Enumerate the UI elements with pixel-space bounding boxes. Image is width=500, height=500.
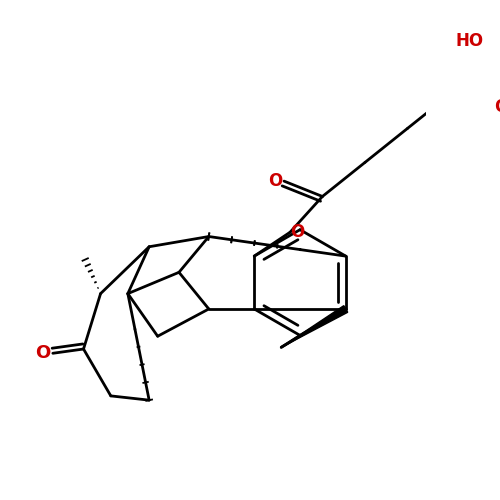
Polygon shape <box>281 306 347 348</box>
Text: O: O <box>494 98 500 116</box>
Text: HO: HO <box>456 32 484 50</box>
Text: O: O <box>290 224 304 242</box>
Text: O: O <box>268 172 282 190</box>
Text: O: O <box>35 344 50 362</box>
